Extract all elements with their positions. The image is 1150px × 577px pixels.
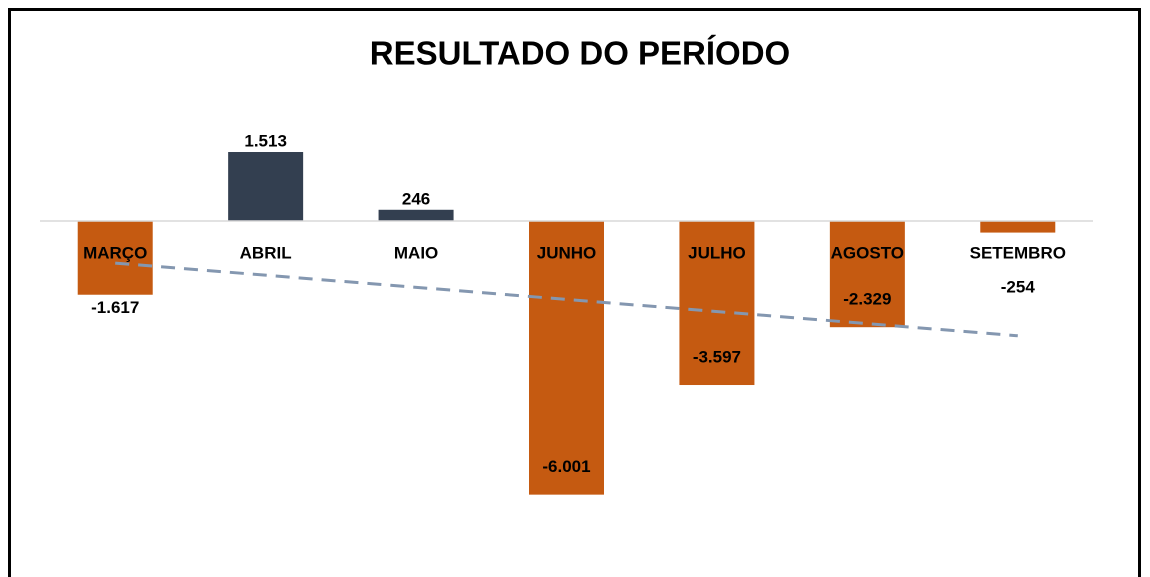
x-tick-label: JULHO bbox=[688, 243, 746, 262]
bar bbox=[829, 221, 905, 328]
data-label: -254 bbox=[1001, 277, 1036, 296]
trendline bbox=[115, 261, 1018, 338]
x-tick-label: ABRIL bbox=[240, 243, 292, 262]
bar bbox=[228, 152, 304, 221]
bar bbox=[679, 221, 755, 386]
x-tick-label: JUNHO bbox=[537, 243, 597, 262]
data-label: -2.329 bbox=[843, 290, 891, 309]
bar bbox=[77, 221, 153, 295]
bar bbox=[529, 221, 604, 495]
x-tick-label: MARÇO bbox=[83, 243, 147, 262]
data-label: -1.617 bbox=[91, 298, 139, 317]
bar bbox=[378, 209, 454, 221]
x-tick-label: SETEMBRO bbox=[970, 243, 1066, 262]
data-label: -3.597 bbox=[693, 348, 741, 367]
chart-title: RESULTADO DO PERÍODO bbox=[370, 35, 790, 72]
bar bbox=[980, 221, 1056, 233]
data-label: -6.001 bbox=[542, 457, 590, 476]
x-tick-label: MAIO bbox=[394, 243, 438, 262]
data-label: 246 bbox=[402, 189, 430, 208]
x-tick-label: AGOSTO bbox=[831, 243, 904, 262]
data-label: 1.513 bbox=[244, 131, 287, 150]
